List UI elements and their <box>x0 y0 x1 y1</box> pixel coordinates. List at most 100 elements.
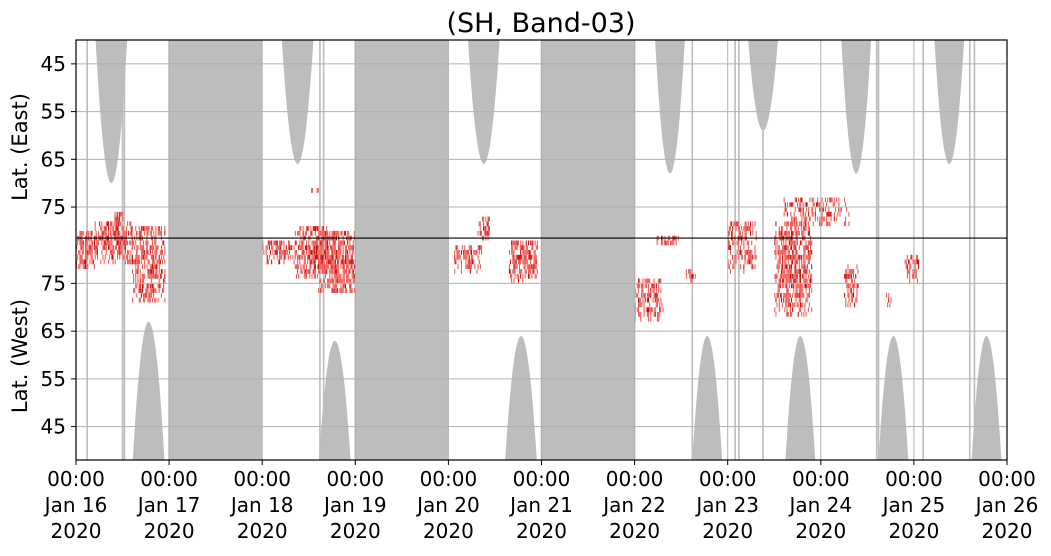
activity-cell <box>119 230 121 236</box>
activity-cell <box>116 221 118 227</box>
gap-bottom <box>505 335 537 460</box>
activity-cell <box>514 240 516 246</box>
activity-cell <box>826 221 828 227</box>
activity-cell <box>460 264 462 270</box>
activity-cell <box>792 293 794 298</box>
activity-cell <box>844 273 846 279</box>
activity-cell <box>329 269 331 274</box>
activity-cell <box>139 278 141 284</box>
activity-cell <box>332 288 334 293</box>
activity-cell <box>144 293 146 298</box>
activity-cell <box>108 259 110 265</box>
activity-cell <box>795 216 797 222</box>
activity-cell <box>144 250 146 255</box>
activity-cell <box>784 264 786 270</box>
activity-cell <box>90 250 92 255</box>
activity-cell <box>741 254 743 260</box>
activity-cell <box>329 273 331 279</box>
activity-cell <box>855 273 857 279</box>
gap-bottom <box>785 335 816 460</box>
activity-cell <box>752 221 754 227</box>
activity-cell <box>160 273 162 279</box>
activity-cell <box>297 254 299 260</box>
activity-cell <box>685 273 687 279</box>
activity-cell <box>846 269 848 274</box>
activity-cell <box>776 273 778 279</box>
activity-cell <box>741 250 743 255</box>
activity-cell <box>322 264 324 270</box>
activity-cell <box>796 288 798 293</box>
activity-cell <box>646 293 648 298</box>
activity-cell <box>675 240 677 246</box>
activity-cell <box>351 273 353 279</box>
activity-cell <box>326 264 328 270</box>
activity-cell <box>339 250 341 255</box>
activity-cell <box>728 264 730 270</box>
activity-cell <box>303 264 305 270</box>
activity-cell <box>832 202 834 208</box>
activity-cell <box>137 264 139 270</box>
activity-cell <box>108 221 110 227</box>
activity-cell <box>781 226 783 231</box>
activity-cell <box>340 245 342 250</box>
activity-cell <box>268 240 270 246</box>
activity-cell <box>135 240 137 246</box>
activity-cell <box>322 230 324 236</box>
activity-cell <box>148 269 150 274</box>
activity-cell <box>79 250 81 255</box>
activity-cell <box>133 240 135 246</box>
activity-cell <box>130 259 132 265</box>
activity-cell <box>164 245 166 250</box>
activity-cell <box>147 273 149 279</box>
activity-cell <box>81 245 83 250</box>
activity-cell <box>312 240 314 246</box>
activity-cell <box>643 307 645 313</box>
activity-cell <box>301 269 303 274</box>
activity-cell <box>334 230 336 236</box>
activity-cell <box>112 250 114 255</box>
activity-cell <box>306 240 308 246</box>
activity-cell <box>105 240 107 246</box>
activity-cell <box>534 273 536 279</box>
activity-cell <box>314 269 316 274</box>
activity-cell <box>515 264 517 270</box>
plot-area <box>75 39 1008 461</box>
activity-cell <box>481 245 483 250</box>
activity-cell <box>155 254 157 260</box>
activity-cell <box>666 240 668 246</box>
activity-cell <box>332 230 334 236</box>
activity-cell <box>146 250 148 255</box>
activity-cell <box>143 273 145 279</box>
activity-cell <box>516 264 518 270</box>
activity-cell <box>845 297 847 303</box>
activity-cell <box>805 226 807 231</box>
y-tick-label: 45 <box>41 415 66 439</box>
activity-cell <box>524 250 526 255</box>
activity-cell <box>508 269 510 274</box>
activity-cell <box>906 269 908 274</box>
activity-cell <box>909 278 911 284</box>
activity-cell <box>148 297 150 303</box>
activity-cell <box>87 230 89 236</box>
activity-cell <box>786 273 788 279</box>
activity-cell <box>810 278 812 284</box>
activity-cell <box>341 288 343 293</box>
activity-cell <box>114 216 116 222</box>
activity-cell <box>347 240 349 246</box>
activity-cell <box>648 288 650 293</box>
activity-cell <box>833 202 835 208</box>
gap-line <box>605 40 608 460</box>
activity-cell <box>283 259 285 265</box>
activity-cell <box>82 240 84 246</box>
y-tick-label: 75 <box>41 271 66 295</box>
activity-cell <box>810 245 812 250</box>
activity-cell <box>642 278 644 284</box>
activity-cell <box>88 245 90 250</box>
activity-cell <box>795 250 797 255</box>
activity-cell <box>104 254 106 260</box>
activity-cell <box>789 245 791 250</box>
activity-cell <box>344 254 346 260</box>
activity-cell <box>794 293 796 298</box>
activity-cell <box>795 283 797 289</box>
activity-cell <box>149 293 151 298</box>
